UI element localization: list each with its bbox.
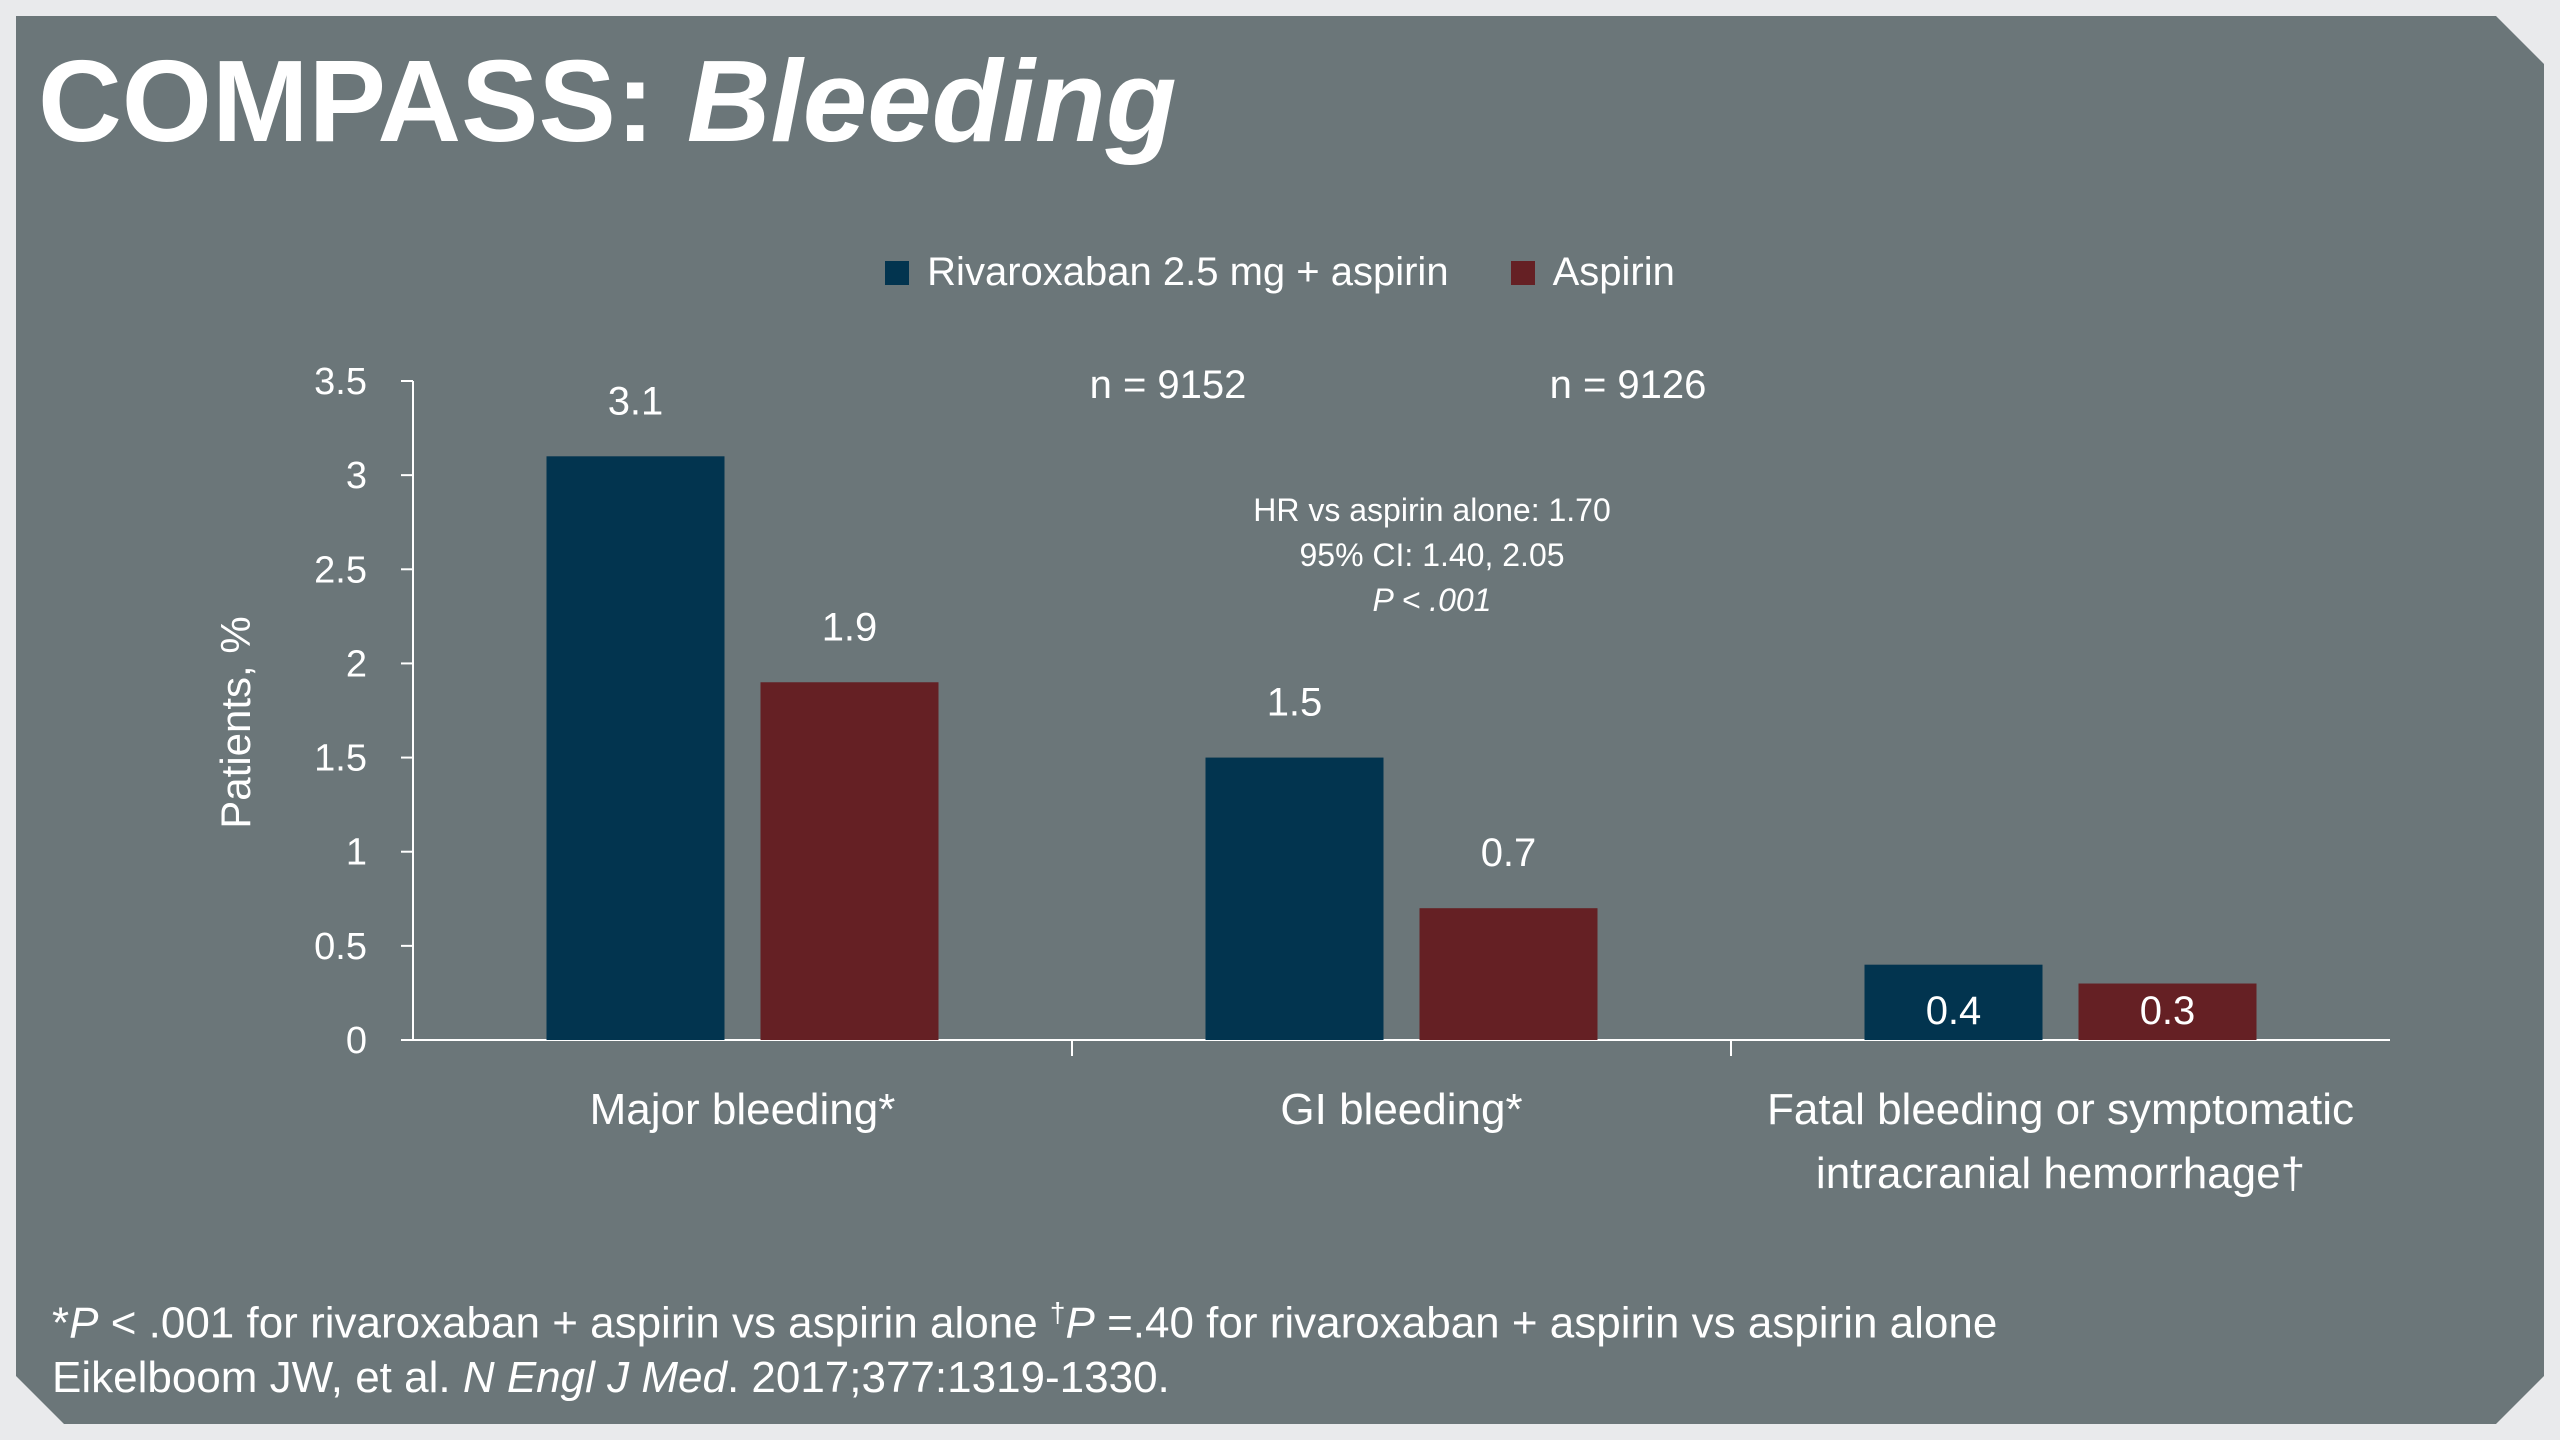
citation-authors: Eikelboom JW, et al.	[52, 1352, 463, 1402]
chart-bars	[546, 456, 2257, 1040]
citation-journal: N Engl J Med	[462, 1352, 727, 1402]
footnote-text2: =.40 for rivaroxaban + aspirin vs aspiri…	[1094, 1298, 1998, 1348]
category-label: Major bleeding*	[590, 1085, 896, 1134]
y-axis-title: Patients, %	[212, 616, 259, 828]
category-label: Fatal bleeding or symptomatic	[1767, 1085, 2354, 1134]
y-tick-label: 1	[346, 832, 367, 874]
data-label: 0.3	[2140, 989, 2196, 1033]
footnote-text1: < .001 for rivaroxaban + aspirin vs aspi…	[98, 1298, 1050, 1348]
legend-item-aspirin: Aspirin	[1510, 250, 1675, 295]
title-italic: Bleeding	[686, 36, 1177, 166]
data-label: 1.9	[822, 605, 878, 649]
citation-rest: . 2017;377:1319-1330.	[726, 1352, 1170, 1402]
ci-annotation: 95% CI: 1.40, 2.05	[1299, 537, 1564, 573]
chart-labels: 3.1 1.9 Major bleeding* 1.5 0.7 GI bleeding* 0…	[590, 379, 2354, 1198]
footnote: *P < .001 for rivaroxaban + aspirin vs a…	[52, 1286, 1997, 1405]
legend-swatch-rivaroxaban	[885, 260, 910, 285]
n-label-rivaroxaban: n = 9152	[1090, 363, 1247, 407]
y-tick-label: 0.5	[314, 926, 367, 968]
hr-annotation: HR vs aspirin alone: 1.70	[1253, 492, 1611, 528]
data-label: 0.7	[1481, 831, 1537, 875]
y-tick-label: 1.5	[314, 738, 367, 780]
n-label-aspirin: n = 9126	[1550, 363, 1707, 407]
y-tick-label: 3.5	[314, 361, 367, 403]
footnote-dagger: †	[1049, 1297, 1066, 1328]
footnote-star: *	[52, 1298, 70, 1348]
slide-title: COMPASS: Bleeding	[38, 32, 1177, 171]
bar-rivaroxaban	[546, 456, 725, 1040]
chart-axes: 0 0.5 1 1.5 2 2.5 3 3.5 Patients, %	[212, 361, 2390, 1062]
bar-rivaroxaban	[1864, 964, 2043, 1040]
data-label: 3.1	[608, 379, 664, 423]
y-tick-label: 2.5	[314, 549, 367, 591]
chart-legend: Rivaroxaban 2.5 mg + aspirin Aspirin	[0, 250, 2560, 295]
category-label: intracranial hemorrhage†	[1816, 1149, 2305, 1198]
data-label: 1.5	[1267, 681, 1323, 725]
title-main: COMPASS:	[38, 36, 655, 166]
slide-background	[16, 16, 2544, 1424]
y-tick-label: 2	[346, 643, 367, 685]
legend-label-rivaroxaban: Rivaroxaban 2.5 mg + aspirin	[927, 250, 1449, 294]
data-label: 0.4	[1926, 989, 1982, 1033]
legend-label-aspirin: Aspirin	[1552, 250, 1675, 294]
bar-aspirin	[2078, 983, 2257, 1040]
footnote-p1: P	[69, 1298, 99, 1348]
legend-swatch-aspirin	[1510, 260, 1535, 285]
y-tick-label: 3	[346, 455, 367, 497]
bar-aspirin	[760, 682, 939, 1040]
p-value-annotation: P < .001	[1373, 582, 1492, 618]
category-label: GI bleeding*	[1280, 1085, 1522, 1134]
legend-item-rivaroxaban: Rivaroxaban 2.5 mg + aspirin	[885, 250, 1449, 295]
footnote-p2: P	[1065, 1298, 1095, 1348]
y-tick-label: 0	[346, 1020, 367, 1062]
bar-aspirin	[1419, 908, 1598, 1040]
bar-rivaroxaban	[1205, 757, 1384, 1040]
